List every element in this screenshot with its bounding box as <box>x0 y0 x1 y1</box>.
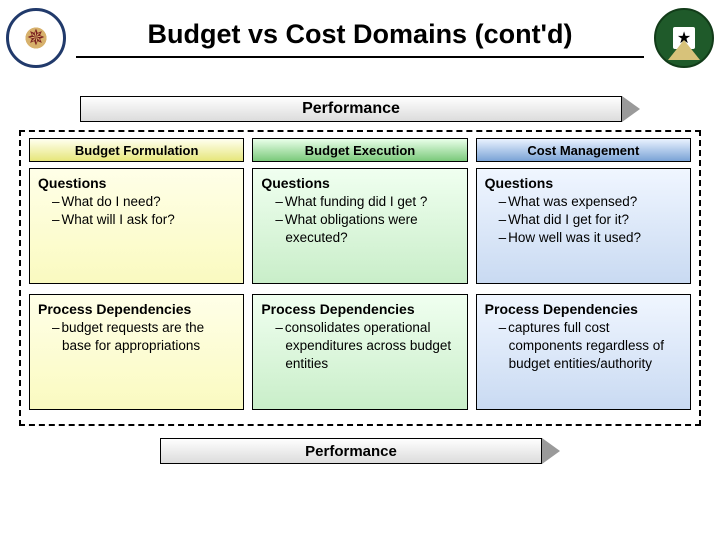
column-header: Cost Management <box>476 138 691 162</box>
question-item: What was expensed? <box>499 193 682 211</box>
army-management-seal-icon: ★ <box>654 8 714 68</box>
column-budget-formulation: Budget Formulation Questions What do I n… <box>25 136 248 420</box>
column-budget-execution: Budget Execution Questions What funding … <box>248 136 471 420</box>
arrow-right-icon <box>542 438 560 464</box>
process-label: Process Dependencies <box>485 301 682 317</box>
process-item: captures full cost components regardless… <box>499 319 682 374</box>
process-item: consolidates operational expenditures ac… <box>275 319 458 374</box>
slide: ✵ Budget vs Cost Domains (cont'd) ★ Perf… <box>0 0 720 540</box>
columns-container: Budget Formulation Questions What do I n… <box>19 130 701 426</box>
header: ✵ Budget vs Cost Domains (cont'd) ★ <box>6 4 714 72</box>
slide-title: Budget vs Cost Domains (cont'd) <box>76 19 644 58</box>
process-items: consolidates operational expenditures ac… <box>261 319 458 374</box>
process-item: budget requests are the base for appropr… <box>52 319 235 355</box>
question-item: What obligations were executed? <box>275 211 458 247</box>
question-item: What will I ask for? <box>52 211 235 229</box>
army-secretary-seal-icon: ✵ <box>6 8 66 68</box>
question-item: What funding did I get ? <box>275 193 458 211</box>
questions-items: What funding did I get ? What obligation… <box>261 193 458 248</box>
performance-bar-top: Performance <box>80 96 640 122</box>
process-label: Process Dependencies <box>261 301 458 317</box>
process-items: captures full cost components regardless… <box>485 319 682 374</box>
process-items: budget requests are the base for appropr… <box>38 319 235 355</box>
column-header: Budget Execution <box>252 138 467 162</box>
question-item: How well was it used? <box>499 229 682 247</box>
column-cost-management: Cost Management Questions What was expen… <box>472 136 695 420</box>
questions-items: What do I need? What will I ask for? <box>38 193 235 229</box>
questions-block: Questions What funding did I get ? What … <box>252 168 467 284</box>
arrow-right-icon <box>622 96 640 122</box>
column-header: Budget Formulation <box>29 138 244 162</box>
process-block: Process Dependencies budget requests are… <box>29 294 244 410</box>
process-block: Process Dependencies captures full cost … <box>476 294 691 410</box>
process-block: Process Dependencies consolidates operat… <box>252 294 467 410</box>
question-item: What do I need? <box>52 193 235 211</box>
performance-bar-bottom: Performance <box>160 438 560 464</box>
questions-block: Questions What was expensed? What did I … <box>476 168 691 284</box>
questions-label: Questions <box>261 175 458 191</box>
question-item: What did I get for it? <box>499 211 682 229</box>
performance-label-bottom: Performance <box>160 438 542 464</box>
process-label: Process Dependencies <box>38 301 235 317</box>
questions-items: What was expensed? What did I get for it… <box>485 193 682 248</box>
questions-block: Questions What do I need? What will I as… <box>29 168 244 284</box>
questions-label: Questions <box>485 175 682 191</box>
performance-label-top: Performance <box>80 96 622 122</box>
questions-label: Questions <box>38 175 235 191</box>
